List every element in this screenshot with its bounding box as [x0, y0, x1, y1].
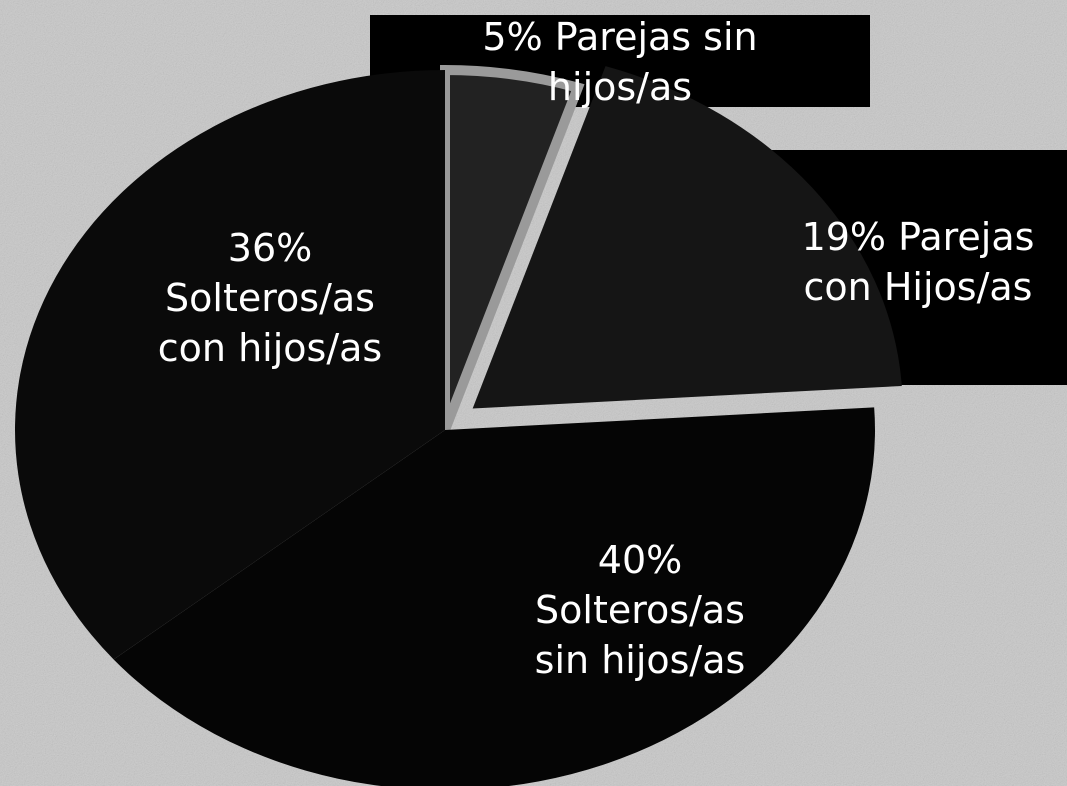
slice-label: 40% Solteros/as sin hijos/as	[510, 535, 770, 685]
value-label: 19%	[801, 215, 887, 259]
slice-label: 5% Parejas sin hijos/as	[420, 12, 820, 112]
value-label: 40%	[597, 538, 683, 582]
category-label: Solteros/as con hijos/as	[157, 276, 383, 370]
value-label: 36%	[227, 226, 313, 270]
category-label: Parejas con Hijos/as	[803, 215, 1035, 309]
pie-slice	[472, 66, 902, 409]
value-label: 5%	[482, 15, 543, 59]
category-label: Solteros/as sin hijos/as	[534, 588, 746, 682]
pie	[14, 64, 902, 786]
slice-label: 19% Parejas con Hijos/as	[788, 212, 1048, 312]
pie-slice	[14, 70, 446, 660]
pie-slice	[440, 64, 585, 432]
pie-slice	[113, 407, 875, 786]
slice-label: 36% Solteros/as con hijos/as	[140, 223, 400, 373]
category-label: Parejas sin hijos/as	[547, 15, 758, 109]
